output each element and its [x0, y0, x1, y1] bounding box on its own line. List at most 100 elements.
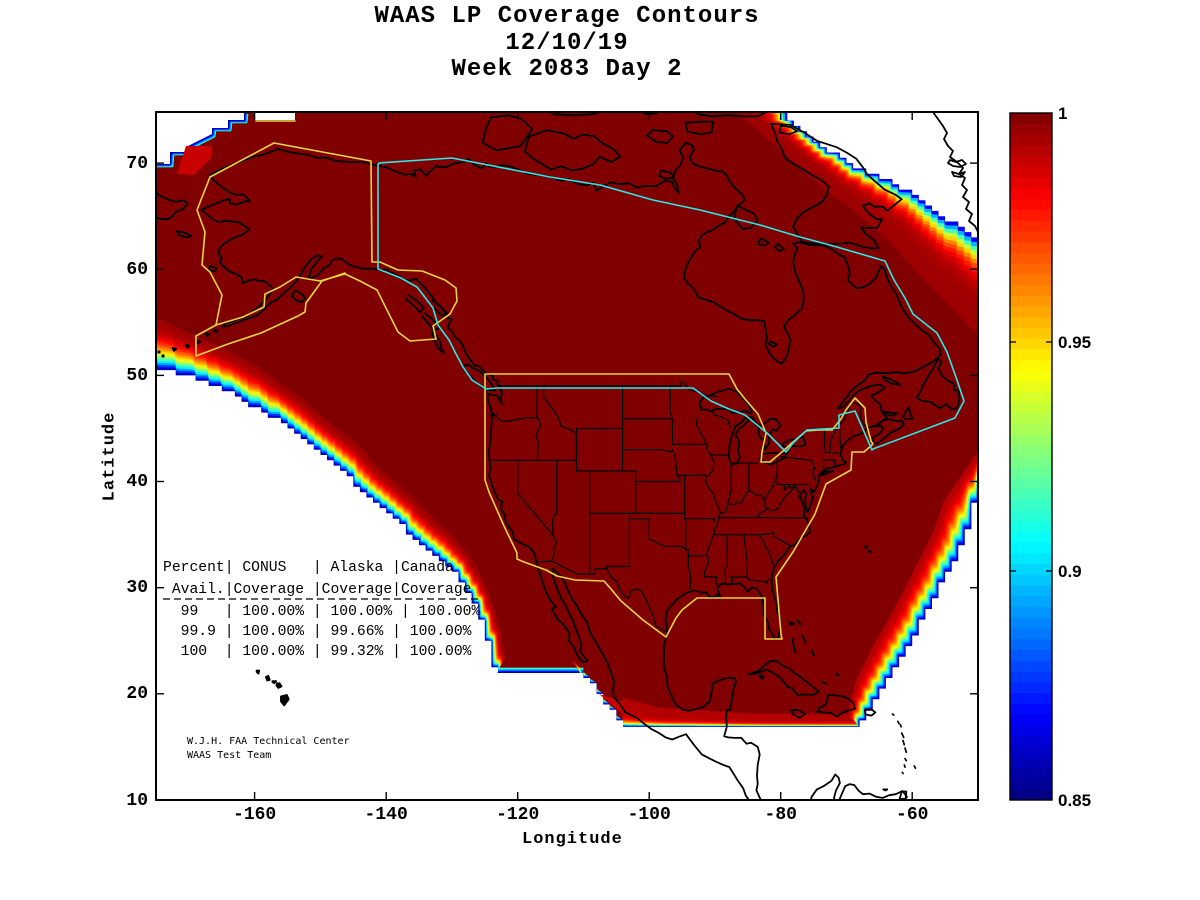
colorbar-band [1010, 273, 1052, 286]
coastline-puerto_rico [864, 708, 877, 717]
state-border [622, 449, 673, 453]
colorbar-band [1010, 638, 1052, 651]
coastline-southampton [733, 204, 759, 230]
colorbar-band [1010, 155, 1052, 167]
state-border [535, 417, 542, 461]
colorbar-band [1010, 134, 1052, 146]
credit-line: W.J.H. FAA Technical Center [187, 736, 350, 747]
island-dot [157, 350, 161, 354]
coastline-lesser_antilles [896, 720, 900, 725]
colorbar-band [1010, 531, 1052, 543]
colorbar-band [1010, 252, 1052, 264]
colorbar-band [1010, 123, 1052, 135]
state-border [810, 459, 817, 481]
no-coverage-area [255, 113, 295, 120]
colorbar-band [1010, 198, 1052, 210]
coastline-bermuda [867, 549, 872, 554]
state-border [711, 410, 732, 428]
state-border [823, 427, 826, 453]
colorbar-band [1010, 499, 1052, 511]
colorbar-band [1010, 305, 1052, 318]
colorbar-band [1010, 370, 1052, 382]
coastline-hispaniola [816, 694, 856, 718]
colorbar-band [1010, 767, 1052, 779]
colorbar-band [1010, 756, 1052, 769]
coastline-hawaii [271, 680, 278, 685]
state-border [543, 385, 578, 435]
service-volume-alaska_yellow [196, 142, 458, 342]
coastline-nunivak [207, 265, 218, 273]
y-tick-label: 20 [126, 684, 148, 705]
x-tick-label: -140 [364, 805, 408, 825]
coastline-jamaica [790, 708, 806, 719]
figure-date: 12/10/19 [505, 30, 629, 57]
state-border [605, 568, 669, 632]
coastline-cape_breton [902, 406, 914, 420]
state-border [778, 456, 812, 461]
coastline-lesser_antilles [891, 713, 895, 716]
state-border [794, 485, 802, 500]
coastline-aleut_dots [195, 339, 202, 345]
coastline-lesser_antilles [899, 723, 902, 728]
coastline-nova_scotia [871, 418, 905, 446]
colorbar-band [1010, 617, 1052, 629]
coastline-anticosti [881, 375, 902, 386]
y-tick-label: 70 [126, 153, 148, 174]
colorbar-band [1010, 391, 1052, 404]
coastline-king_william [658, 169, 676, 180]
coastline-disko2 [951, 171, 966, 178]
coastline-bahamas [801, 634, 807, 644]
coastline-lesser_antilles [904, 757, 908, 762]
state-border [551, 535, 558, 560]
service-volume-alaska_corridor [195, 272, 346, 357]
state-border [730, 576, 733, 584]
colorbar-band [1010, 144, 1052, 157]
colorbar-band [1010, 456, 1052, 468]
coastline-lesser_antilles [903, 764, 906, 768]
state-border [517, 459, 554, 537]
coastline-michigan [727, 416, 751, 466]
coastline-lesser_antilles [902, 739, 906, 746]
coastline-lesser_antilles [913, 765, 917, 770]
colorbar-tick-label: 0.9 [1058, 562, 1082, 581]
colorbar-band [1010, 681, 1052, 693]
coastline-bahamas [835, 672, 841, 677]
colorbar-band [1010, 724, 1052, 736]
state-border [685, 549, 689, 557]
coastline-somerset [684, 120, 714, 136]
coastline-aleut_dots [171, 346, 178, 352]
x-tick-label: -120 [496, 805, 540, 825]
colorbar-band [1010, 713, 1052, 726]
state-border [743, 534, 749, 578]
colorbar-band [1010, 423, 1052, 436]
colorbar-band [1010, 477, 1052, 490]
y-tick-label: 30 [126, 578, 148, 599]
coastline-hawaii [264, 674, 271, 682]
colorbar-band [1010, 187, 1052, 200]
colorbar-band [1010, 112, 1052, 125]
coverage-table-row: 99.9 | 100.00% | 99.66% | 100.00% [163, 624, 472, 640]
state-border [783, 483, 796, 491]
state-border [684, 518, 715, 523]
no-coverage-area [157, 113, 244, 164]
coverage-table-row: 99 | 100.00% | 100.00% | 100.00% [163, 604, 481, 620]
coastline-aleut_dots [184, 343, 191, 349]
coastline-pei [882, 410, 899, 417]
coastline-cuba [747, 660, 820, 696]
coastline-long_island [819, 470, 834, 477]
colorbar-band [1010, 649, 1052, 661]
coverage-table-line: Avail.|Coverage |Coverage|Coverage [163, 582, 472, 598]
y-tick-label: 10 [126, 790, 148, 811]
coastline-isla_juventud [758, 673, 765, 680]
x-axis-label: Longitude [522, 830, 623, 849]
y-tick-label: 50 [126, 365, 148, 386]
coastline-huron [748, 415, 782, 451]
coastline-disko1 [947, 159, 967, 168]
x-tick-label: -60 [896, 805, 929, 825]
coastline-banks [481, 114, 533, 152]
state-border [695, 418, 722, 578]
colorbar-band [1010, 284, 1052, 296]
state-border [719, 503, 729, 514]
coastline-aleut_dots [204, 332, 211, 337]
